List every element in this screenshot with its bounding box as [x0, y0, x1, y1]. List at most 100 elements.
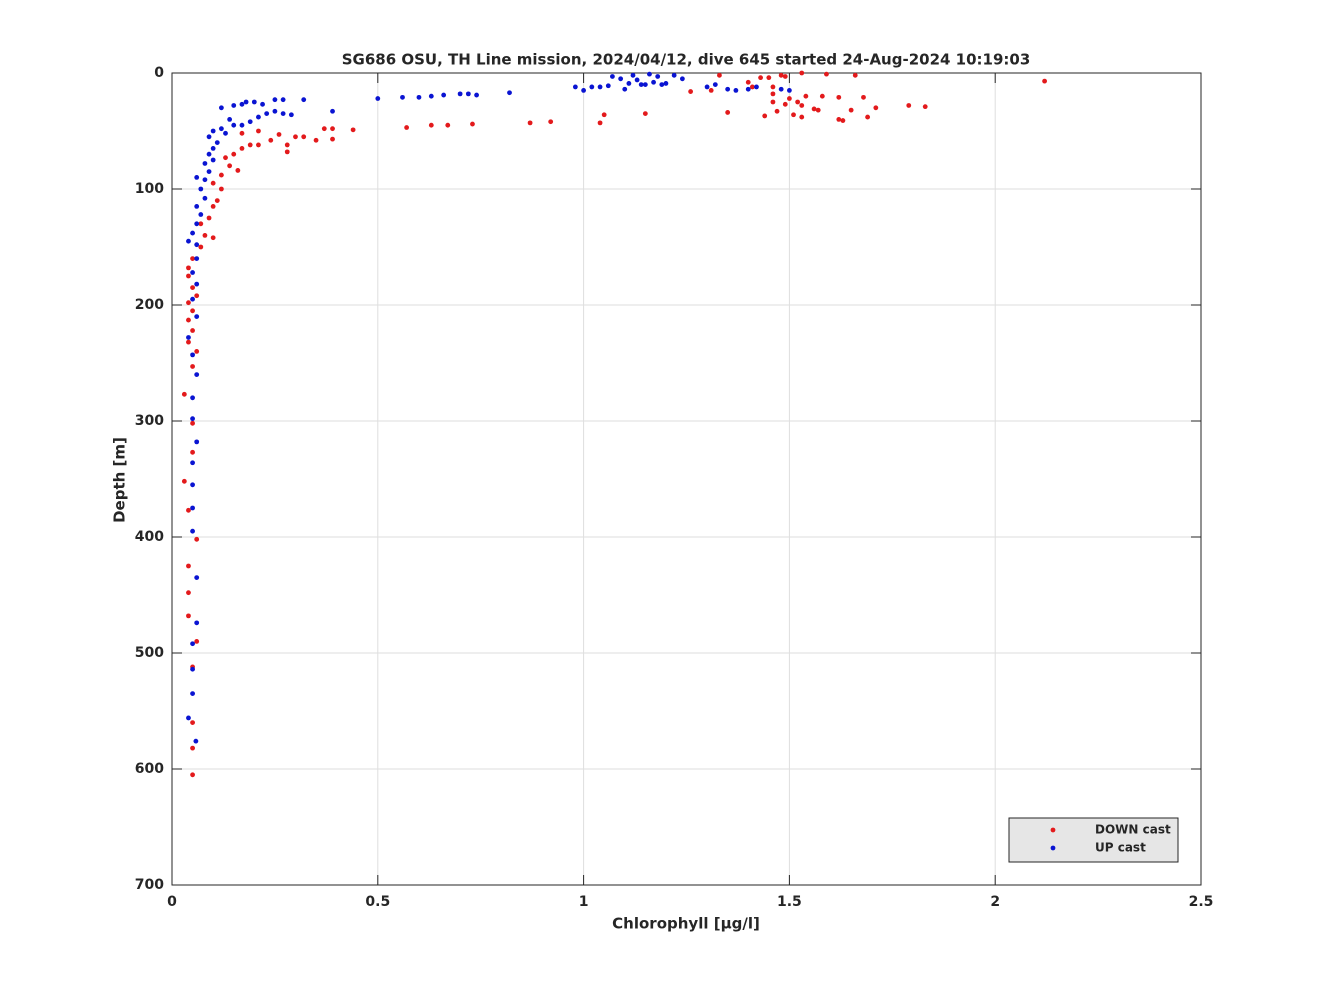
point [218, 172, 224, 178]
point [770, 91, 776, 97]
point [655, 74, 661, 79]
point [350, 127, 356, 133]
point [922, 104, 928, 110]
point [227, 163, 233, 169]
point [194, 221, 200, 227]
x-tick-label: 0.5 [365, 894, 390, 910]
point [194, 204, 200, 209]
y-axis-label: Depth [m] [111, 437, 129, 523]
point [193, 738, 199, 744]
point [679, 76, 685, 82]
point [581, 88, 586, 93]
point [330, 126, 335, 132]
point [223, 155, 228, 161]
point [194, 372, 200, 377]
point [400, 94, 405, 100]
point [733, 88, 739, 93]
x-tick-label: 1.5 [777, 894, 802, 910]
point [194, 439, 200, 445]
point [190, 328, 195, 333]
point [642, 111, 648, 116]
point [206, 134, 212, 140]
point [194, 256, 200, 261]
point [787, 88, 792, 93]
point [231, 103, 237, 108]
point [548, 119, 554, 125]
point [190, 352, 195, 358]
point [181, 391, 187, 397]
point [778, 86, 784, 92]
point [840, 118, 846, 123]
point [186, 613, 191, 619]
point [671, 72, 677, 78]
y-tick-label: 600 [135, 761, 164, 777]
point [186, 317, 191, 323]
point [836, 94, 842, 100]
point [280, 97, 286, 103]
point [190, 308, 195, 314]
point [601, 112, 607, 118]
point [618, 76, 624, 82]
point [264, 111, 270, 116]
point [190, 482, 195, 488]
point [190, 772, 195, 778]
point [284, 149, 290, 155]
point [190, 296, 195, 302]
point [725, 110, 731, 115]
point [474, 92, 479, 98]
x-axis-label: Chlorophyll [μg/l] [612, 915, 760, 933]
point [256, 142, 261, 148]
point [906, 103, 912, 108]
y-tick-label: 500 [135, 645, 164, 661]
point [782, 74, 788, 79]
point [190, 460, 195, 466]
plot-frame [171, 72, 1202, 886]
point [247, 142, 253, 148]
point [819, 93, 825, 99]
point [210, 180, 216, 186]
point [717, 72, 722, 78]
point [416, 94, 422, 100]
point [428, 122, 434, 128]
point [194, 242, 200, 248]
point [239, 146, 245, 151]
point [404, 125, 410, 130]
point [787, 96, 792, 101]
point [190, 416, 195, 422]
point [186, 507, 191, 513]
point [198, 212, 204, 217]
point [770, 84, 776, 90]
point [198, 244, 204, 250]
point [190, 528, 195, 534]
point [774, 108, 780, 114]
x-tick-label: 2 [990, 894, 1000, 910]
point [589, 84, 595, 90]
point [218, 105, 224, 111]
point [231, 122, 237, 128]
point [210, 157, 216, 163]
point [223, 130, 228, 136]
point [202, 177, 208, 183]
point [186, 238, 191, 244]
legend-marker [1050, 845, 1056, 851]
point [527, 120, 533, 126]
x-tick-label: 0 [167, 894, 177, 910]
point [206, 215, 212, 221]
point [865, 114, 871, 120]
point [457, 91, 463, 97]
point [190, 720, 195, 725]
point [778, 72, 784, 78]
point [795, 99, 801, 105]
point [251, 99, 257, 105]
point [190, 449, 195, 455]
point [272, 97, 278, 103]
legend-marker [1050, 827, 1056, 833]
point [190, 270, 195, 275]
point [622, 86, 628, 92]
point [272, 108, 278, 114]
y-tick-label: 300 [135, 413, 164, 429]
point [749, 84, 755, 90]
point [260, 101, 265, 107]
x-tick-label: 2.5 [1189, 894, 1214, 910]
